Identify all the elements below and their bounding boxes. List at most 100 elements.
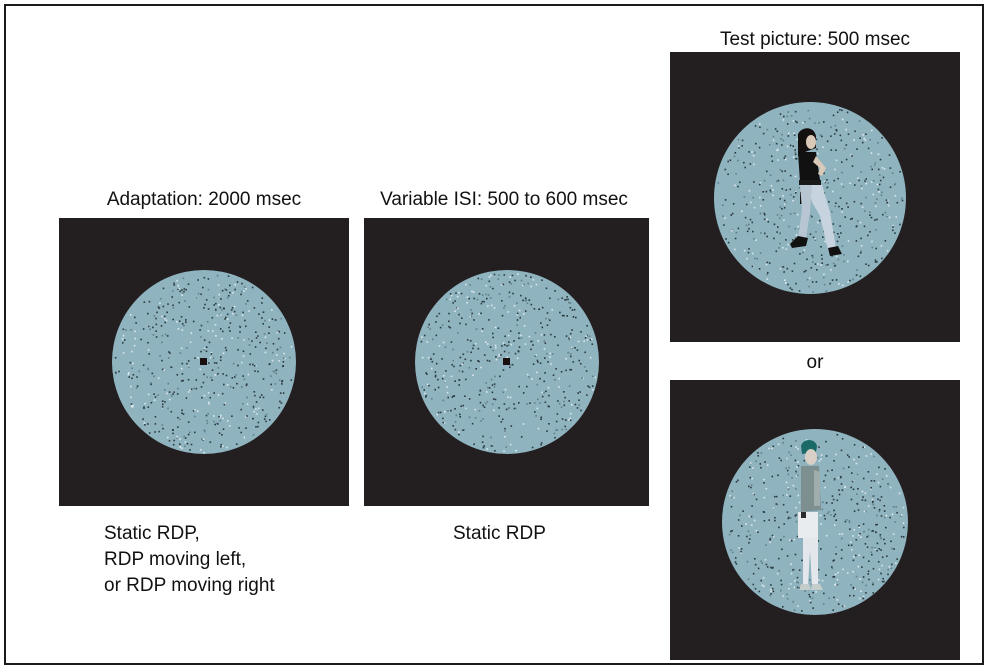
noise-dot — [546, 324, 549, 326]
noise-dot — [245, 427, 247, 429]
noise-dot — [761, 562, 763, 565]
noise-dot — [787, 135, 790, 137]
noise-dot — [228, 425, 231, 427]
noise-dot — [274, 383, 277, 385]
noise-dot — [490, 445, 493, 447]
noise-dot — [828, 511, 830, 513]
noise-dot — [557, 400, 559, 402]
noise-dot — [838, 236, 840, 238]
noise-dot — [739, 181, 741, 184]
noise-dot — [752, 467, 754, 469]
noise-dot — [556, 413, 559, 415]
noise-dot — [748, 227, 750, 230]
noise-dot — [884, 468, 886, 470]
noise-dot — [780, 579, 782, 582]
noise-dot — [549, 356, 551, 358]
noise-dot — [478, 410, 481, 412]
noise-dot — [818, 446, 820, 448]
noise-dot — [222, 428, 225, 430]
noise-dot — [876, 473, 878, 475]
noise-dot — [122, 328, 125, 331]
noise-dot — [812, 607, 814, 609]
noise-dot — [826, 140, 829, 143]
noise-dot — [876, 549, 878, 552]
noise-dot — [832, 498, 835, 501]
noise-dot — [536, 359, 539, 362]
noise-dot — [462, 353, 465, 356]
noise-dot — [853, 510, 856, 512]
noise-dot — [268, 319, 271, 321]
noise-dot — [170, 366, 172, 369]
noise-dot — [757, 567, 760, 570]
noise-dot — [468, 416, 471, 419]
noise-dot — [879, 534, 882, 536]
isi-caption: Static RDP — [453, 523, 546, 544]
noise-dot — [769, 537, 772, 540]
noise-dot — [861, 187, 863, 190]
noise-dot — [571, 329, 573, 331]
noise-dot — [591, 385, 594, 387]
noise-dot — [853, 529, 855, 531]
noise-dot — [763, 478, 765, 481]
noise-dot — [838, 205, 840, 208]
noise-dot — [790, 454, 792, 456]
noise-dot — [508, 341, 510, 343]
noise-dot — [584, 337, 587, 339]
noise-dot — [504, 430, 506, 432]
noise-dot — [486, 391, 488, 393]
noise-dot — [257, 370, 259, 373]
noise-dot — [195, 387, 198, 390]
noise-dot — [517, 273, 519, 275]
noise-dot — [568, 337, 570, 339]
noise-dot — [207, 401, 210, 404]
noise-dot — [189, 341, 192, 344]
noise-dot — [841, 211, 843, 213]
noise-dot — [870, 453, 872, 455]
noise-dot — [832, 231, 835, 234]
noise-dot — [516, 324, 518, 326]
noise-dot — [458, 379, 461, 381]
noise-dot — [242, 350, 245, 353]
noise-dot — [746, 560, 749, 563]
noise-dot — [763, 218, 766, 221]
noise-dot — [557, 298, 560, 301]
noise-dot — [150, 401, 153, 404]
noise-dot — [786, 267, 789, 270]
noise-dot — [840, 483, 843, 485]
noise-dot — [821, 262, 823, 264]
noise-dot — [270, 375, 272, 377]
noise-dot — [168, 439, 171, 442]
noise-dot — [734, 561, 737, 563]
noise-dot — [881, 580, 884, 583]
noise-dot — [205, 346, 208, 348]
noise-dot — [743, 161, 745, 164]
noise-dot — [158, 307, 161, 309]
fixation-point — [200, 358, 207, 365]
noise-dot — [549, 297, 551, 300]
noise-dot — [578, 359, 580, 362]
noise-dot — [480, 278, 483, 280]
noise-dot — [481, 328, 484, 330]
noise-dot — [815, 591, 817, 593]
noise-dot — [213, 392, 215, 394]
noise-dot — [557, 344, 559, 347]
noise-dot — [150, 382, 152, 384]
noise-dot — [164, 315, 166, 318]
noise-dot — [789, 583, 792, 585]
noise-dot — [793, 609, 796, 611]
noise-dot — [894, 521, 897, 523]
noise-dot — [540, 442, 543, 444]
noise-dot — [793, 134, 796, 136]
noise-dot — [795, 282, 797, 285]
noise-dot — [208, 341, 211, 344]
noise-dot — [822, 501, 824, 504]
noise-dot — [474, 408, 476, 411]
noise-dot — [838, 489, 840, 491]
noise-dot — [154, 396, 157, 398]
noise-dot — [860, 185, 863, 187]
noise-dot — [213, 304, 215, 306]
noise-dot — [797, 494, 800, 497]
noise-dot — [771, 587, 774, 590]
noise-dot — [874, 259, 877, 261]
noise-dot — [864, 180, 866, 182]
